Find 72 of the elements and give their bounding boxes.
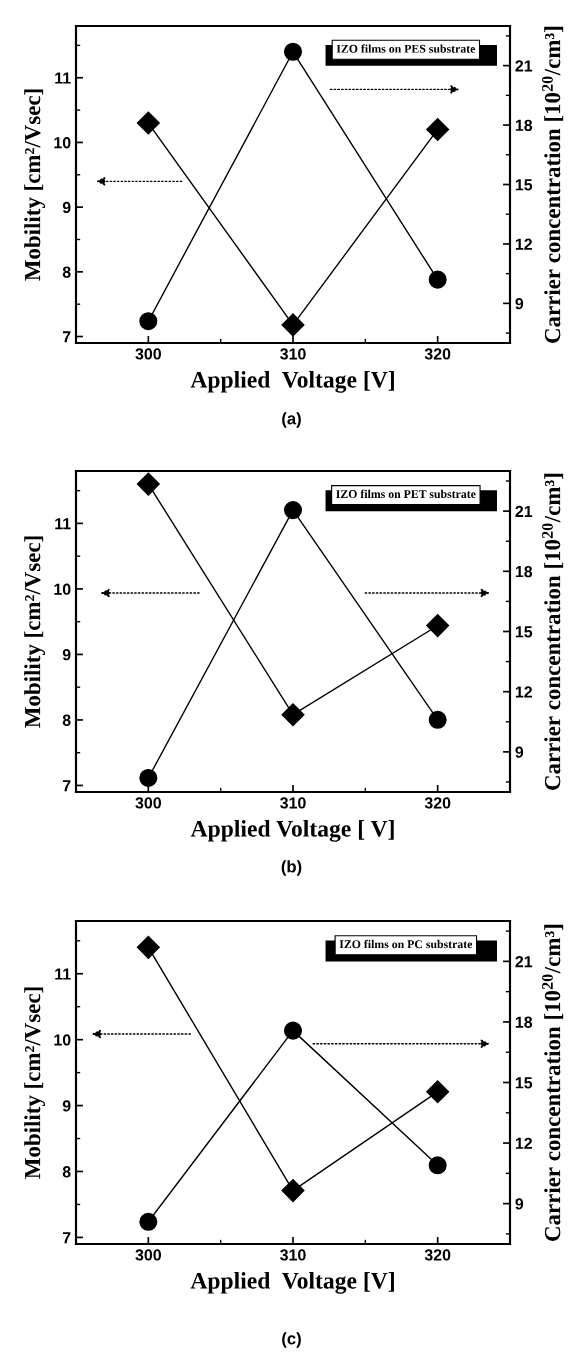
- y2-axis-title: Carrier concentration [10$^{20}$/cm³]: [542, 26, 564, 343]
- x-tick-label: 320: [424, 348, 451, 360]
- y2-tick-label: 21: [515, 956, 533, 968]
- y-axis-title: Mobility [cm²/Vsec]: [24, 89, 46, 281]
- x-tick-label: 320: [424, 1249, 451, 1261]
- x-tick-label: 300: [135, 797, 161, 809]
- point: [283, 501, 303, 520]
- point: [139, 1212, 158, 1231]
- point: [136, 472, 160, 496]
- point: [428, 1156, 447, 1175]
- y2-tick-label: 15: [515, 626, 533, 638]
- y-tick-label: 8: [62, 266, 71, 278]
- point: [426, 118, 450, 142]
- x-axis-title: Applied Voltage [ V]: [190, 820, 394, 842]
- point: [283, 1021, 303, 1040]
- y2-tick-label: 15: [515, 1077, 533, 1089]
- y2-tick-label: 15: [515, 179, 533, 191]
- x-tick-label: 310: [280, 797, 306, 809]
- annotation: IZO films on PET substrate: [336, 489, 476, 499]
- y-axis-title: Mobility [cm²/Vsec]: [24, 536, 46, 728]
- x-tick-label: 310: [280, 348, 306, 360]
- y2-tick-label: 21: [515, 505, 533, 517]
- point: [281, 313, 305, 337]
- y-tick-label: 10: [54, 1034, 71, 1046]
- y-tick-label: 9: [62, 201, 71, 214]
- x-tick-label: 320: [424, 797, 451, 809]
- x-axis-title: Applied Voltage [V]: [190, 1272, 394, 1294]
- y2-tick-label: 12: [515, 1137, 532, 1149]
- point: [426, 614, 450, 638]
- text: (b): [281, 860, 302, 876]
- point: [283, 42, 303, 61]
- y-tick-label: 7: [62, 780, 71, 792]
- y-axis-title: Mobility [cm²/Vsec]: [24, 987, 46, 1179]
- y2-tick-label: 21: [515, 60, 533, 72]
- y2-tick-label: 18: [515, 565, 533, 578]
- annotation: IZO films on PES substrate: [336, 44, 476, 53]
- y-tick-label: 7: [62, 331, 71, 343]
- y2-axis-title: Carrier concentration [10$^{20}$/cm³]: [542, 473, 564, 790]
- y-tick-label: 10: [54, 583, 71, 595]
- point: [428, 710, 447, 729]
- y-tick-label: 11: [55, 72, 71, 84]
- x-axis-title: Applied Voltage [V]: [190, 371, 394, 393]
- x-tick-label: 300: [135, 1249, 161, 1261]
- point: [136, 111, 160, 135]
- y-tick-label: 11: [55, 968, 71, 980]
- point: [136, 935, 160, 959]
- y-tick-label: 8: [62, 1166, 71, 1178]
- x-tick-label: 310: [280, 1249, 306, 1261]
- point: [139, 312, 158, 331]
- y-tick-label: 9: [62, 1100, 71, 1112]
- y2-tick-label: 18: [515, 1016, 533, 1028]
- y-tick-label: 7: [62, 1232, 71, 1244]
- point: [281, 1179, 305, 1203]
- annotation: IZO films on PC substrate: [339, 939, 473, 949]
- y2-tick-label: 12: [515, 238, 532, 250]
- point: [428, 270, 447, 289]
- x-tick-label: 300: [135, 348, 161, 360]
- text: (c): [282, 1332, 301, 1348]
- y-tick-label: 9: [62, 649, 71, 661]
- point: [426, 1080, 450, 1104]
- text: (a): [282, 412, 301, 428]
- y2-tick-label: 18: [515, 119, 533, 132]
- y2-tick-label: 12: [515, 686, 532, 698]
- point: [281, 703, 305, 727]
- y2-tick-label: 9: [515, 298, 524, 310]
- y2-tick-label: 9: [515, 746, 524, 758]
- y2-tick-label: 9: [515, 1198, 524, 1210]
- point: [139, 768, 158, 787]
- y-tick-label: 11: [55, 518, 71, 530]
- y2-axis-title: Carrier concentration [10$^{20}$/cm³]: [542, 924, 564, 1241]
- y-tick-label: 10: [54, 137, 71, 149]
- y-tick-label: 8: [62, 714, 71, 726]
